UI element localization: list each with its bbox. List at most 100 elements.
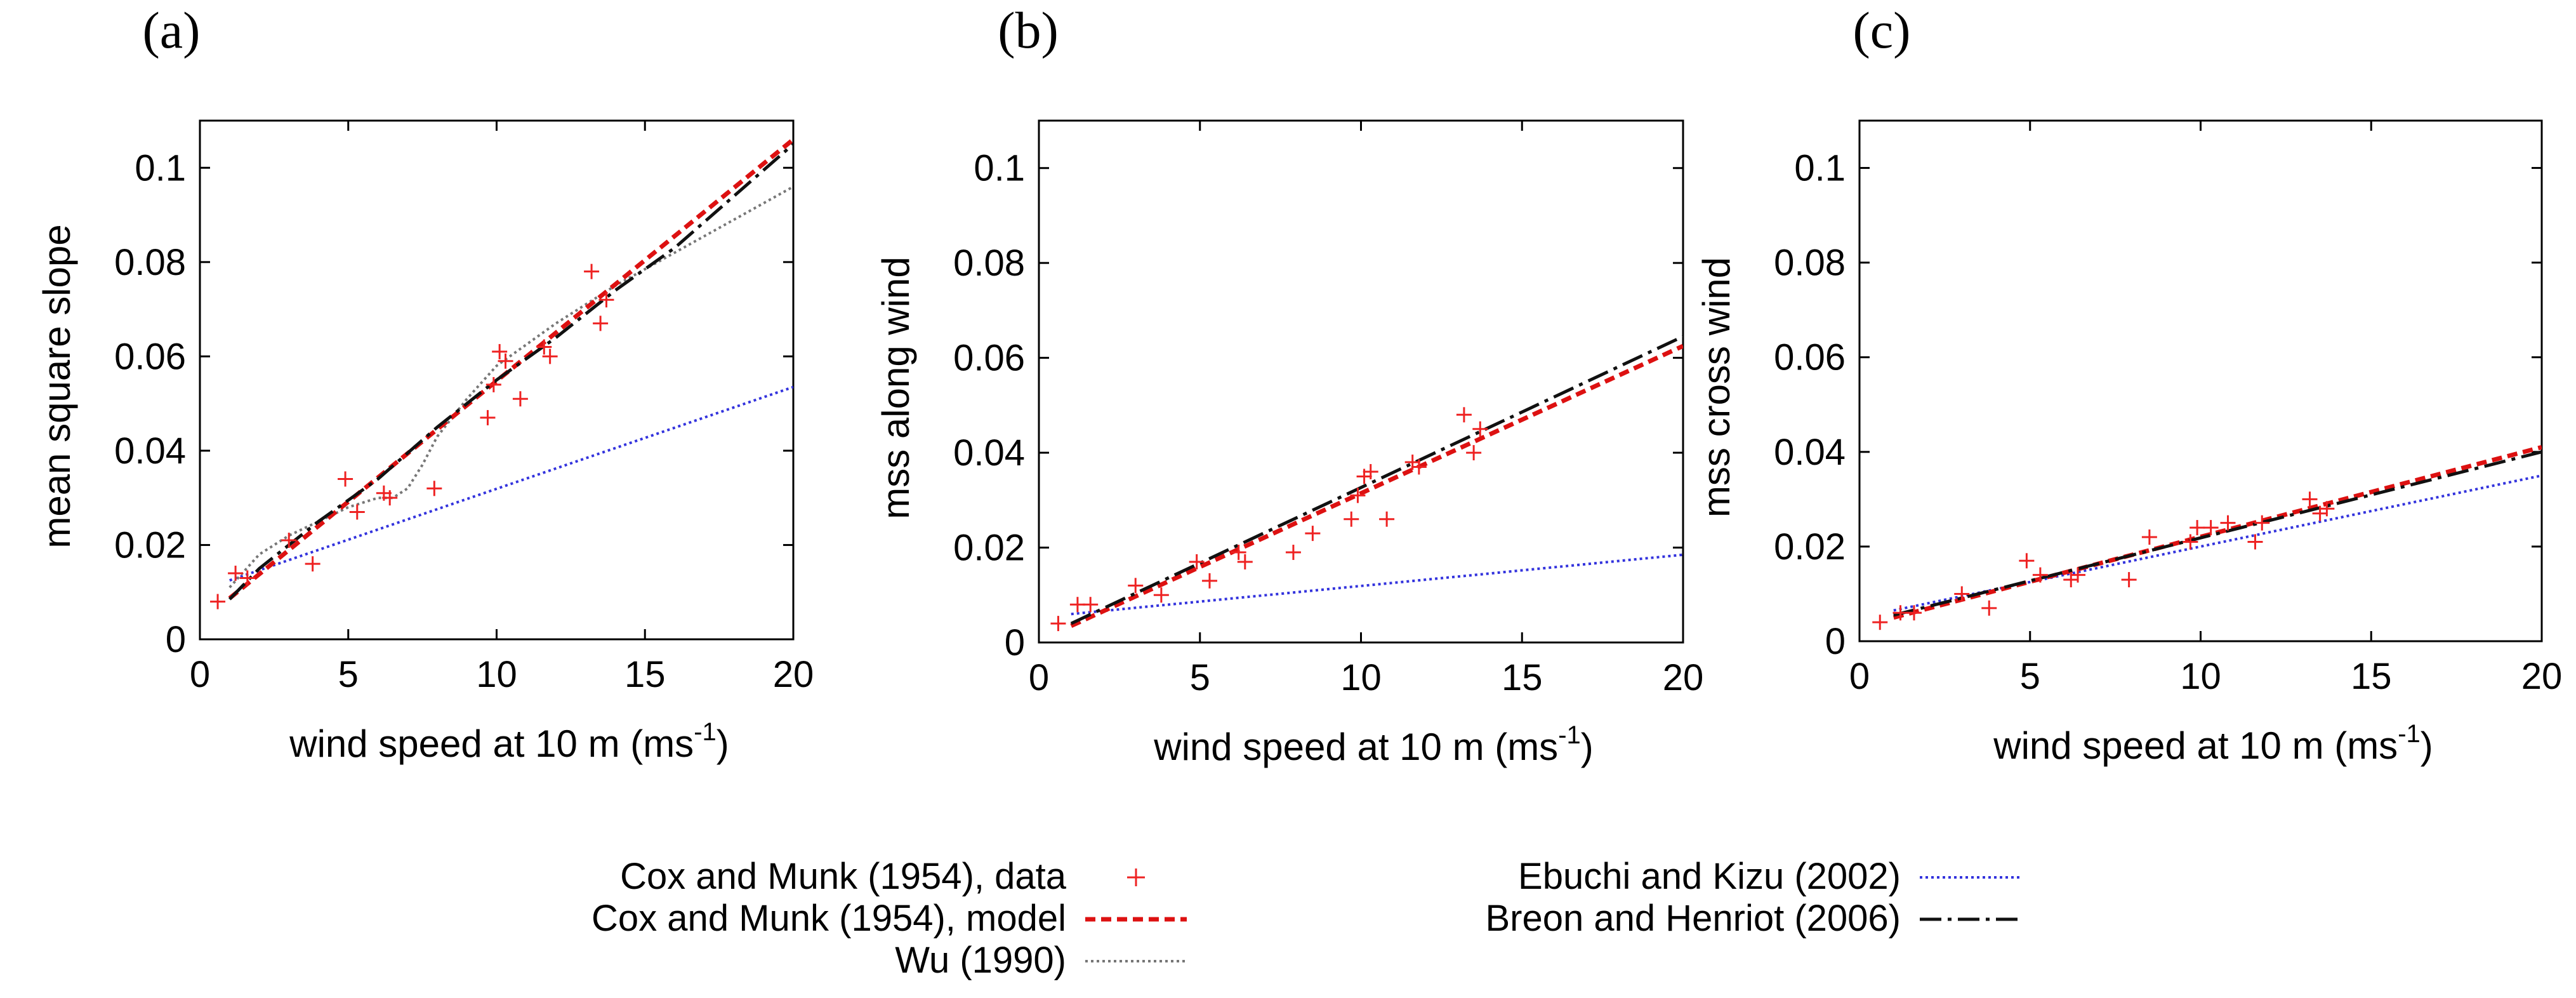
x-tick-label: 0 <box>190 654 210 695</box>
data-point <box>2319 501 2335 517</box>
x-axis-title: wind speed at 10 m (ms-1) <box>1993 720 2433 767</box>
x-axis-title: wind speed at 10 m (ms-1) <box>1153 721 1594 768</box>
data-point <box>1231 545 1246 561</box>
y-tick-label: 0.06 <box>953 338 1025 379</box>
y-tick-label: 0.02 <box>1774 526 1846 568</box>
x-tick-label: 20 <box>773 654 814 695</box>
data-point <box>584 263 600 279</box>
panel-c: (c) 0 5 10 15 20 0 0.02 0.04 0.06 0.08 0.1 wind spee… <box>1695 1 2562 767</box>
data-point <box>1872 615 1888 630</box>
data-point <box>1305 526 1321 542</box>
data-point <box>281 533 297 549</box>
y-tick-label: 0.08 <box>1774 243 1846 284</box>
panel-a: (a) 0 5 10 15 20 0 0.02 0.04 0.06 0.08 0.1 wind spee… <box>36 1 814 765</box>
data-point <box>1472 421 1488 437</box>
x-axis-title-text: wind speed at 10 m (ms <box>1153 726 1558 768</box>
y-tick-label: 0 <box>166 619 186 660</box>
y-axis-title: mss cross wind <box>1695 257 1738 517</box>
data-point <box>2203 520 2219 536</box>
data-point <box>593 316 609 331</box>
data-point <box>1069 597 1085 613</box>
data-point <box>480 409 496 425</box>
data-point <box>1892 605 1908 621</box>
y-tick-label: 0.1 <box>1794 148 1846 189</box>
data-point <box>2190 520 2205 536</box>
x-tick-label: 15 <box>2351 656 2392 697</box>
x-axis-title-text: wind speed at 10 m (ms <box>289 722 694 765</box>
data-point <box>485 376 501 392</box>
data-point <box>2019 553 2035 569</box>
x-tick-label: 0 <box>1029 657 1049 698</box>
data-point <box>1411 459 1427 475</box>
x-axis-title-text: wind speed at 10 m (ms <box>1993 724 2398 767</box>
y-tick-label: 0.04 <box>114 430 186 472</box>
data-point <box>1350 488 1366 503</box>
x-tick-label: 5 <box>2020 656 2040 697</box>
y-tick-label: 0.06 <box>1774 337 1846 378</box>
y-tick-label: 0.02 <box>114 524 186 566</box>
data-point <box>1050 616 1066 632</box>
panel-label: (b) <box>998 1 1059 59</box>
y-tick-label: 0 <box>1825 621 1846 662</box>
series-group <box>1050 335 1683 632</box>
data-point <box>228 566 244 582</box>
plot-frame <box>1858 119 2543 642</box>
legend-label: Wu (1990) <box>895 940 1066 981</box>
data-point <box>492 343 508 359</box>
data-point <box>1981 600 1997 616</box>
y-tick-label: 0.08 <box>114 242 186 283</box>
legend-item-wu: Wu (1990) <box>895 940 1187 981</box>
x-tick-label: 10 <box>476 654 517 695</box>
series-line-cm_model <box>1070 343 1683 628</box>
y-tick-label: 0.08 <box>953 243 1025 284</box>
data-point <box>2302 491 2318 507</box>
data-point <box>210 594 226 609</box>
y-tick-label: 0.1 <box>135 147 186 189</box>
series-line-ek <box>229 385 793 582</box>
data-point <box>536 339 552 355</box>
x-tick-label: 5 <box>338 654 359 695</box>
data-point <box>239 570 255 586</box>
data-point <box>598 292 614 308</box>
x-tick-label: 15 <box>1502 657 1543 698</box>
legend-label: Ebuchi and Kizu (2002) <box>1518 856 1901 897</box>
y-axis-title: mss along wind <box>875 256 917 519</box>
series-line-bh <box>1070 335 1683 625</box>
data-point <box>1285 545 1301 561</box>
y-tick-label: 0.04 <box>953 432 1025 474</box>
series-line-bh <box>1893 450 2542 617</box>
x-tick-label: 15 <box>624 654 666 695</box>
data-point <box>2032 567 2048 583</box>
data-point <box>2220 515 2236 531</box>
x-axis-title-close: ) <box>1581 726 1594 768</box>
x-axis-title-sup: -1 <box>2398 720 2421 748</box>
data-point <box>2070 567 2085 583</box>
legend-item-ek: Ebuchi and Kizu (2002) <box>1518 856 2021 897</box>
data-point <box>1083 597 1099 613</box>
data-point <box>1954 586 1970 602</box>
series-line-wu <box>228 185 793 589</box>
series-line-bh <box>228 143 793 601</box>
data-point <box>305 556 320 572</box>
x-axis-title-sup: -1 <box>1558 721 1581 749</box>
x-tick-label: 5 <box>1190 657 1210 698</box>
legend-item-bh: Breon and Henriot (2006) <box>1485 898 2021 939</box>
data-point <box>1344 511 1359 527</box>
data-point <box>349 504 365 520</box>
data-point <box>1201 573 1217 589</box>
x-tick-label: 20 <box>2521 656 2563 697</box>
x-axis-title-close: ) <box>2421 724 2433 767</box>
x-tick-label: 10 <box>2180 656 2221 697</box>
series-line-cm_model <box>228 137 793 601</box>
data-point <box>498 353 513 369</box>
data-point <box>1189 554 1205 569</box>
data-point <box>542 349 558 364</box>
y-tick-label: 0.1 <box>974 148 1025 189</box>
legend-item-cm_model: Cox and Munk (1954), model <box>591 898 1187 939</box>
data-point <box>1906 605 1922 621</box>
x-axis-title-sup: -1 <box>694 718 717 746</box>
data-point <box>1363 463 1378 479</box>
data-point <box>1153 587 1169 603</box>
